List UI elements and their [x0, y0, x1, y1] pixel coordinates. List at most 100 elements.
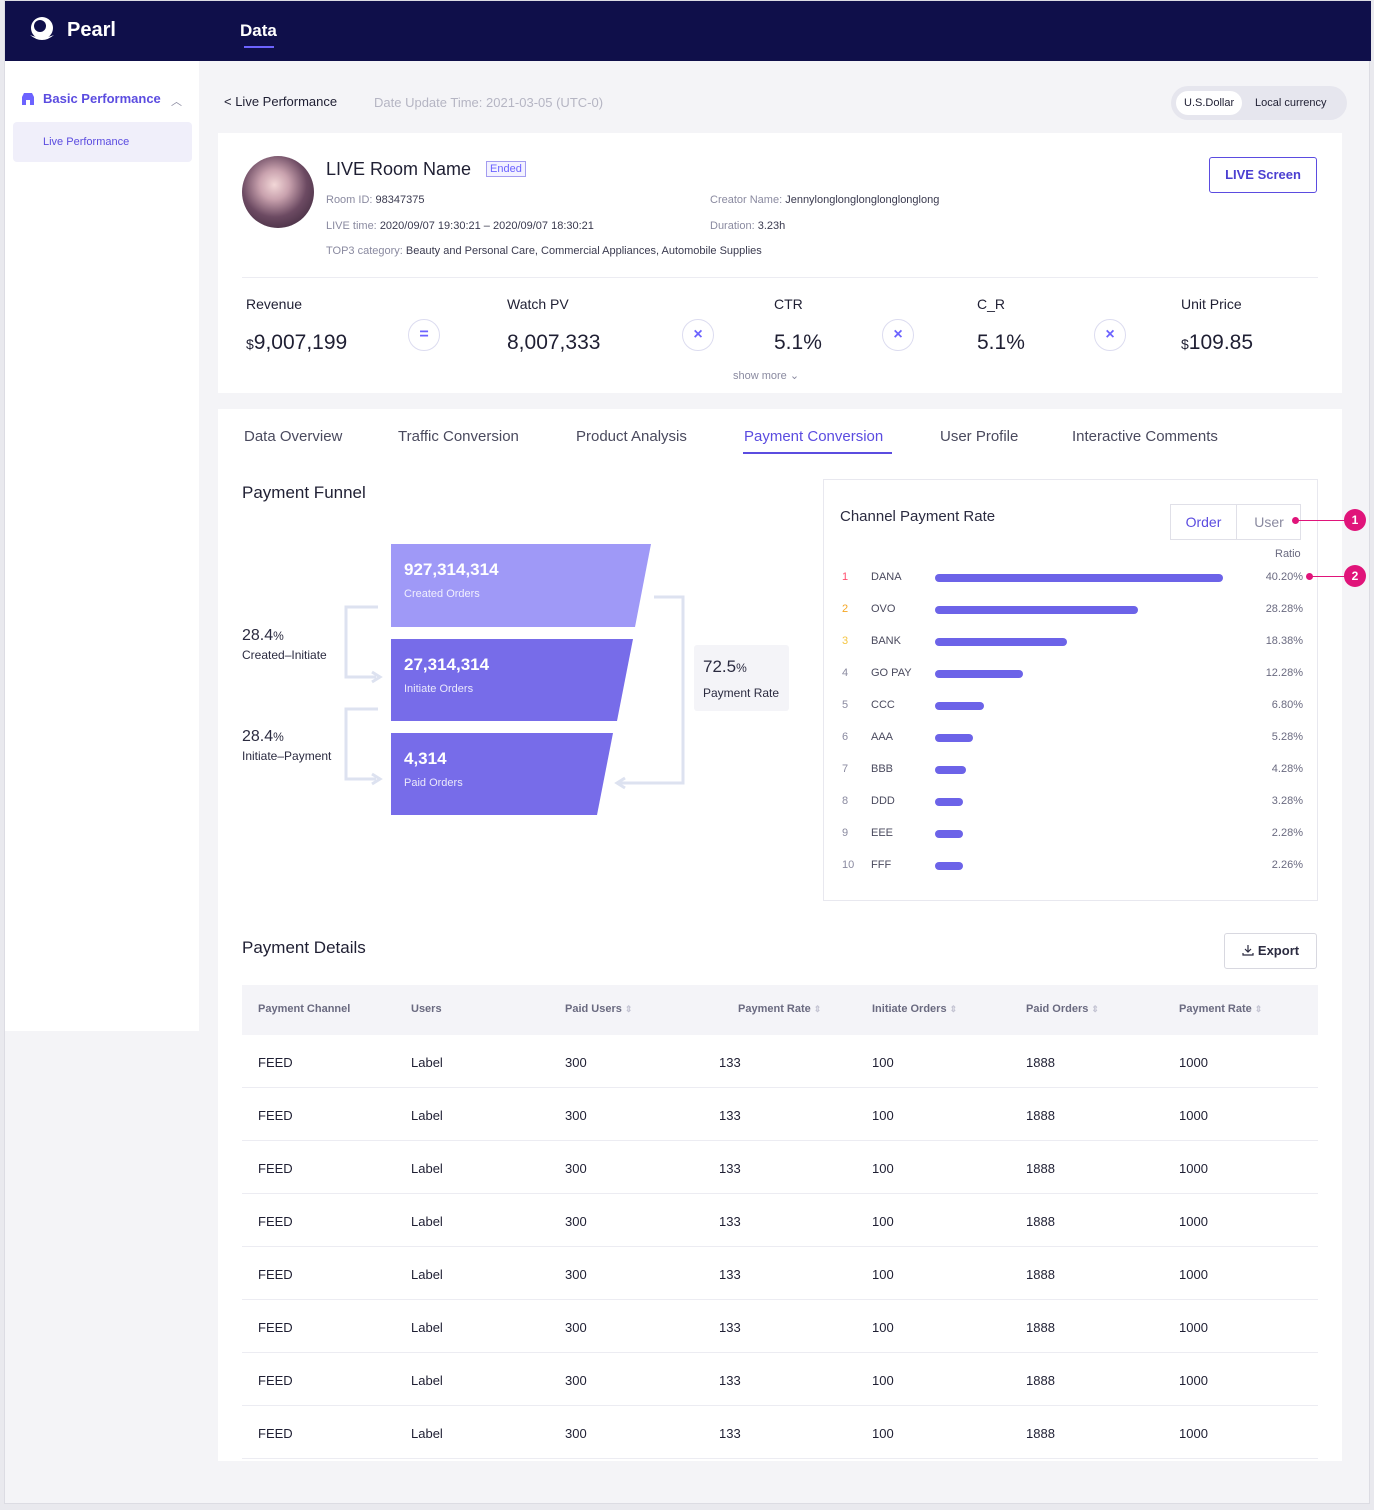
- channel-rank: 3: [842, 635, 849, 647]
- sort-icon[interactable]: ⇕: [624, 1004, 633, 1014]
- app-name: Pearl: [67, 18, 116, 41]
- channel-ratio: 3.28%: [1271, 795, 1303, 807]
- cell-payment-rate: 133: [719, 1214, 741, 1229]
- channel-rank: 7: [842, 763, 849, 775]
- channel-name: GO PAY: [871, 667, 912, 679]
- column-header-initiate-orders[interactable]: Initiate Orders ⇕: [872, 1003, 957, 1015]
- tab-traffic-conversion[interactable]: Traffic Conversion: [398, 428, 519, 445]
- column-label: Initiate Orders: [872, 1003, 947, 1015]
- cell-initiate-orders: 100: [872, 1320, 894, 1335]
- category-label: TOP3 category:: [326, 245, 403, 257]
- top-navigation-bar: Pearl Data: [5, 1, 1371, 61]
- cell-initiate-orders: 100: [872, 1267, 894, 1282]
- tab-interactive-comments[interactable]: Interactive Comments: [1072, 428, 1218, 445]
- column-header-payment-rate-2[interactable]: Payment Rate ⇕: [1179, 1003, 1262, 1015]
- sidebar-item-live-performance[interactable]: Live Performance: [13, 122, 192, 162]
- cell-payment-channel: FEED: [258, 1267, 293, 1282]
- toggle-order[interactable]: Order: [1171, 505, 1237, 539]
- cell-payment-rate: 133: [719, 1320, 741, 1335]
- channel-rate-bar: [935, 798, 963, 806]
- funnel-stage-label: Initiate Orders: [404, 683, 474, 695]
- channel-rate-row: 8 DDD 3.28%: [824, 792, 1319, 812]
- chevron-up-icon[interactable]: ︿: [171, 96, 182, 108]
- column-label: Payment Rate: [738, 1003, 811, 1015]
- cell-paid-orders: 1888: [1026, 1373, 1055, 1388]
- live-room-card: LIVE Room Name Ended Room ID: 98347375 L…: [218, 133, 1342, 393]
- back-link[interactable]: < Live Performance: [224, 94, 338, 109]
- export-button[interactable]: Export: [1224, 933, 1317, 969]
- table-row: FEED Label 300 133 100 1888 1000: [242, 1353, 1318, 1406]
- channel-rank: 4: [842, 667, 849, 679]
- cell-payment-channel: FEED: [258, 1055, 293, 1070]
- annotation-badge-2: 2: [1344, 565, 1366, 587]
- sidebar-group-basic-performance[interactable]: Basic Performance: [21, 91, 161, 106]
- currency-symbol: $: [1181, 336, 1189, 352]
- toggle-user[interactable]: User: [1254, 514, 1284, 530]
- sort-icon[interactable]: ⇕: [1091, 1004, 1099, 1014]
- rate-value: 28.4: [242, 627, 274, 644]
- column-header-payment-rate[interactable]: Payment Rate ⇕: [738, 1003, 821, 1015]
- nav-active-indicator: [244, 46, 274, 48]
- live-screen-button[interactable]: LIVE Screen: [1209, 157, 1317, 193]
- cell-paid-users: 300: [565, 1267, 587, 1282]
- cell-paid-users: 300: [565, 1214, 587, 1229]
- room-id-value: 98347375: [375, 194, 425, 206]
- store-icon: [22, 92, 34, 105]
- live-time-row: LIVE time: 2020/09/07 19:30:21 – 2020/09…: [326, 220, 594, 232]
- initiate-payment-label: Initiate–Payment: [242, 749, 332, 763]
- cell-paid-orders: 1888: [1026, 1267, 1055, 1282]
- sort-icon[interactable]: ⇕: [949, 1004, 958, 1014]
- nav-tab-data[interactable]: Data: [240, 21, 277, 40]
- channel-rate-row: 3 BANK 18.38%: [824, 632, 1319, 652]
- cell-paid-users: 300: [565, 1055, 587, 1070]
- rate-unit: %: [273, 629, 284, 643]
- show-more-toggle[interactable]: show more ⌄: [733, 369, 799, 382]
- sort-icon[interactable]: ⇕: [813, 1004, 822, 1014]
- channel-ratio: 2.28%: [1271, 827, 1303, 839]
- funnel-stage-initiate: 27,314,314 Initiate Orders: [391, 639, 633, 721]
- show-more-label: show more: [733, 370, 787, 382]
- currency-usd-option[interactable]: U.S.Dollar: [1176, 91, 1243, 115]
- cell-initiate-orders: 100: [872, 1426, 894, 1441]
- tab-payment-conversion[interactable]: Payment Conversion: [744, 428, 884, 445]
- channel-name: DDD: [871, 795, 895, 807]
- channel-name: CCC: [871, 699, 895, 711]
- pearl-logo-icon: [30, 17, 54, 40]
- tab-data-overview[interactable]: Data Overview: [244, 428, 343, 445]
- revenue-amount: 9,007,199: [253, 331, 348, 354]
- annotation-line: [1297, 520, 1345, 521]
- annotation-dot: [1306, 573, 1313, 580]
- sort-icon[interactable]: ⇕: [1254, 1004, 1263, 1014]
- room-id-row: Room ID: 98347375: [326, 194, 424, 206]
- channel-rate-row: 2 OVO 28.28%: [824, 600, 1319, 620]
- initiate-payment-rate: 28.4%: [242, 728, 284, 746]
- currency-local-option[interactable]: Local currency: [1255, 97, 1327, 109]
- cell-payment-rate: 133: [719, 1426, 741, 1441]
- column-label: Paid Users: [565, 1003, 622, 1015]
- funnel-stage-value: 4,314: [404, 749, 447, 768]
- metric-watch-pv-label: Watch PV: [507, 296, 569, 312]
- annotation-line: [1311, 576, 1345, 577]
- live-time-label: LIVE time:: [326, 220, 377, 232]
- cell-payment-rate-2: 1000: [1179, 1055, 1208, 1070]
- column-header-paid-orders[interactable]: Paid Orders ⇕: [1026, 1003, 1099, 1015]
- channel-ratio: 28.28%: [1265, 603, 1303, 615]
- channel-rate-bar: [935, 734, 973, 742]
- channel-rate-bar: [935, 574, 1223, 582]
- funnel-stage-label: Paid Orders: [404, 777, 463, 789]
- tab-user-profile[interactable]: User Profile: [940, 428, 1019, 445]
- channel-rate-bar: [935, 702, 984, 710]
- divider: [242, 277, 1318, 278]
- unit-price-amount: 109.85: [1188, 331, 1254, 354]
- tab-product-analysis[interactable]: Product Analysis: [576, 428, 687, 445]
- multiply-icon: ×: [1094, 319, 1126, 351]
- channel-rate-bar: [935, 638, 1067, 646]
- funnel-stage-label: Created Orders: [404, 588, 480, 600]
- category-value: Beauty and Personal Care, Commercial App…: [405, 245, 762, 257]
- app-logo[interactable]: Pearl: [27, 15, 116, 45]
- cell-payment-rate: 133: [719, 1055, 741, 1070]
- chevron-down-icon: ⌄: [789, 370, 800, 382]
- column-header-paid-users[interactable]: Paid Users ⇕: [565, 1003, 632, 1015]
- payment-details-title: Payment Details: [242, 938, 366, 957]
- funnel-shape: [391, 733, 613, 815]
